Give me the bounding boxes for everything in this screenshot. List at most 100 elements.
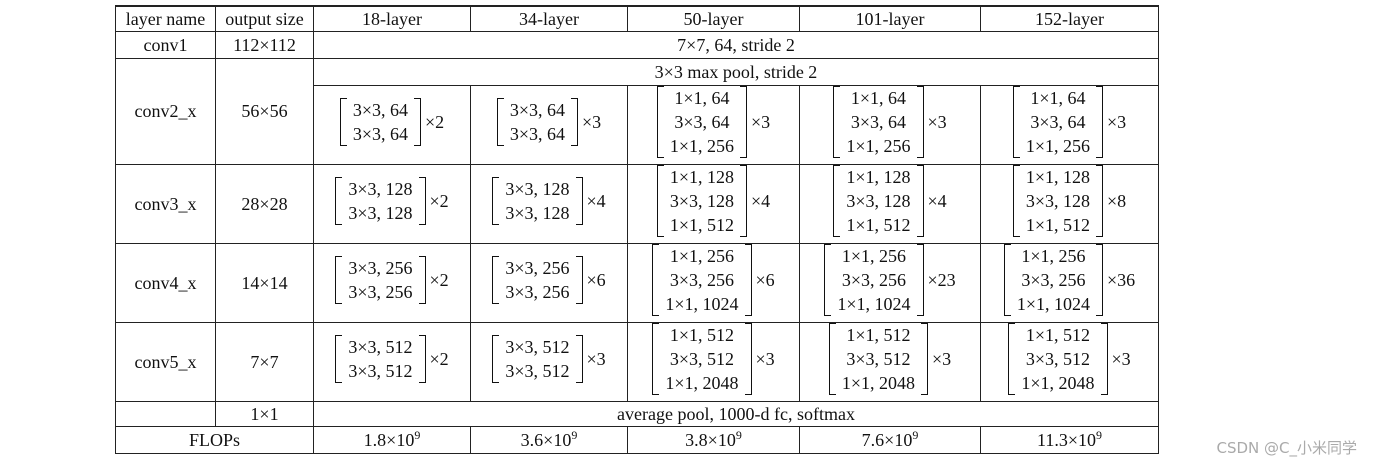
left-bracket xyxy=(656,86,664,158)
header-cell: 50-layer xyxy=(627,5,800,32)
block-spec: 1×1, 512 3×3, 512 1×1, 2048 ×3 xyxy=(1008,323,1131,395)
flops-base: ×10 xyxy=(884,429,913,450)
block-line: 3×3, 512 xyxy=(348,337,413,357)
bracket-matrix: 1×1, 128 3×3, 128 1×1, 512 xyxy=(1012,165,1103,237)
block-line: 3×3, 128 xyxy=(348,179,413,199)
repeat-multiplier: ×3 xyxy=(586,348,606,369)
flops-mantissa: 3.8 xyxy=(685,429,708,450)
block-cell: 1×1, 512 3×3, 512 1×1, 2048 ×3 xyxy=(799,322,981,402)
block-cell: 3×3, 64 3×3, 64 ×3 xyxy=(470,85,628,165)
block-lines: 1×1, 64 3×3, 64 1×1, 256 xyxy=(1020,86,1096,158)
block-cell: 1×1, 256 3×3, 256 1×1, 1024 ×23 xyxy=(799,243,981,323)
repeat-multiplier: ×4 xyxy=(751,190,771,211)
header-cell: output size xyxy=(215,5,314,32)
bracket-matrix: 1×1, 64 3×3, 64 1×1, 256 xyxy=(656,86,747,158)
block-line: 1×1, 256 xyxy=(1021,246,1086,266)
block-cell: 3×3, 128 3×3, 128 ×2 xyxy=(313,164,471,244)
right-bracket xyxy=(414,98,421,146)
stage-row-conv2_x: 3×3, 64 3×3, 64 ×2 3×3, 64 3×3, 64 ×3 1×1, 64 3… xyxy=(116,85,1159,165)
output-size-cell: 56×56 xyxy=(215,58,314,165)
header-cell: 18-layer xyxy=(313,5,471,32)
resnet-architecture-table: layer name output size 18-layer 34-layer… xyxy=(115,5,1159,454)
block-spec: 1×1, 256 3×3, 256 1×1, 1024 ×23 xyxy=(824,244,956,316)
repeat-multiplier: ×3 xyxy=(755,348,775,369)
block-line: 1×1, 128 xyxy=(669,167,734,187)
block-lines: 3×3, 256 3×3, 256 xyxy=(499,256,575,304)
block-line: 1×1, 256 xyxy=(1025,136,1090,156)
block-line: 3×3, 64 xyxy=(509,100,565,120)
block-lines: 1×1, 64 3×3, 64 1×1, 256 xyxy=(840,86,916,158)
block-line: 1×1, 64 xyxy=(674,88,730,108)
block-spec: 1×1, 128 3×3, 128 1×1, 512 ×4 xyxy=(656,165,771,237)
header-cell: 34-layer xyxy=(470,5,628,32)
block-line: 1×1, 512 xyxy=(669,325,734,345)
block-spec: 1×1, 64 3×3, 64 1×1, 256 ×3 xyxy=(656,86,771,158)
block-line: 3×3, 256 xyxy=(505,258,570,278)
left-bracket xyxy=(339,98,347,146)
block-lines: 1×1, 512 3×3, 512 1×1, 2048 xyxy=(659,323,744,395)
block-spec: 1×1, 64 3×3, 64 1×1, 256 ×3 xyxy=(833,86,947,158)
block-lines: 1×1, 128 3×3, 128 1×1, 512 xyxy=(1020,165,1096,237)
block-cell: 1×1, 512 3×3, 512 1×1, 2048 ×3 xyxy=(980,322,1159,402)
block-lines: 1×1, 128 3×3, 128 1×1, 512 xyxy=(664,165,740,237)
block-cell: 1×1, 128 3×3, 128 1×1, 512 ×4 xyxy=(799,164,981,244)
layer-name-cell: conv3_x xyxy=(115,164,216,244)
layer-name-cell: conv1 xyxy=(115,31,216,59)
bracket-matrix: 3×3, 128 3×3, 128 xyxy=(492,177,583,225)
flops-exponent: 9 xyxy=(735,427,742,442)
block-line: 3×3, 64 xyxy=(509,124,565,144)
block-spec: 1×1, 512 3×3, 512 1×1, 2048 ×3 xyxy=(652,323,775,395)
left-bracket xyxy=(496,98,504,146)
bracket-matrix: 3×3, 512 3×3, 512 xyxy=(335,335,426,383)
flops-mantissa: 3.6 xyxy=(520,429,544,450)
block-lines: 1×1, 256 3×3, 256 1×1, 1024 xyxy=(659,244,744,316)
block-line: 1×1, 1024 xyxy=(1016,294,1090,314)
left-bracket xyxy=(335,256,343,304)
repeat-multiplier: ×3 xyxy=(927,111,947,132)
block-lines: 1×1, 256 3×3, 256 1×1, 1024 xyxy=(831,244,916,316)
block-lines: 3×3, 128 3×3, 128 xyxy=(342,177,418,225)
left-bracket xyxy=(833,165,841,237)
flops-base: ×10 xyxy=(707,429,736,450)
repeat-multiplier: ×6 xyxy=(586,269,606,290)
block-line: 1×1, 2048 xyxy=(665,373,739,393)
left-bracket xyxy=(492,335,500,383)
layer-name-cell: conv2_x xyxy=(115,58,216,165)
flops-exponent: 9 xyxy=(1096,427,1102,442)
repeat-multiplier: ×23 xyxy=(927,269,956,290)
block-spec: 3×3, 512 3×3, 512 ×3 xyxy=(492,335,606,383)
block-line: 1×1, 2048 xyxy=(841,373,915,393)
block-line: 3×3, 512 xyxy=(348,361,413,381)
block-line: 3×3, 64 xyxy=(352,100,408,120)
block-line: 1×1, 512 xyxy=(1025,325,1090,345)
right-bracket xyxy=(575,256,583,304)
right-bracket xyxy=(744,323,752,395)
flops-row: FLOPs 1.8×109 3.6×109 3.8×109 7.6×109 11.3×10… xyxy=(115,426,1159,454)
repeat-multiplier: ×3 xyxy=(751,111,771,132)
block-spec: 1×1, 256 3×3, 256 1×1, 1024 ×6 xyxy=(652,244,775,316)
header-cell: layer name xyxy=(115,5,216,32)
right-bracket xyxy=(575,177,583,225)
flops-mantissa: 1.8 xyxy=(363,429,387,450)
max-pool-cell: 3×3 max pool, stride 2 xyxy=(313,58,1159,86)
block-line: 1×1, 256 xyxy=(841,246,906,266)
block-spec: 1×1, 256 3×3, 256 1×1, 1024 ×36 xyxy=(1003,244,1135,316)
block-line: 1×1, 128 xyxy=(846,167,911,187)
block-cell: 3×3, 256 3×3, 256 ×6 xyxy=(470,243,628,323)
bracket-matrix: 3×3, 64 3×3, 64 xyxy=(339,98,421,146)
right-bracket xyxy=(740,165,747,237)
right-bracket xyxy=(418,335,426,383)
left-bracket xyxy=(833,86,841,158)
block-spec: 1×1, 128 3×3, 128 1×1, 512 ×4 xyxy=(833,165,947,237)
conv1-row: conv1 112×112 7×7, 64, stride 2 xyxy=(115,31,1159,59)
repeat-multiplier: ×8 xyxy=(1107,190,1127,211)
flops-value-cell: 3.8×109 xyxy=(627,426,800,454)
block-line: 3×3, 512 xyxy=(505,361,570,381)
repeat-multiplier: ×6 xyxy=(755,269,775,290)
block-line: 3×3, 128 xyxy=(505,179,570,199)
block-cell: 3×3, 64 3×3, 64 ×2 xyxy=(313,85,471,165)
block-line: 3×3, 512 xyxy=(1025,349,1090,369)
stage-row-conv3_x: conv3_x 28×28 3×3, 128 3×3, 128 ×2 3×3, 128 3×… xyxy=(115,164,1159,244)
block-line: 1×1, 64 xyxy=(850,88,906,108)
block-cell: 1×1, 256 3×3, 256 1×1, 1024 ×36 xyxy=(980,243,1159,323)
